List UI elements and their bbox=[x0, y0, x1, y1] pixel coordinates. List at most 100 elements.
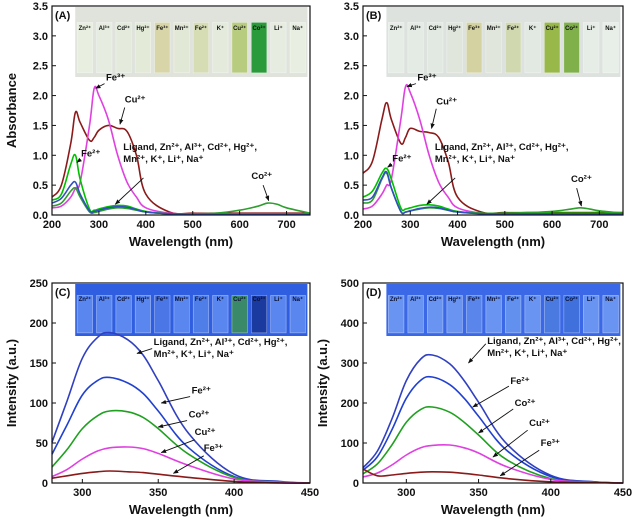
vial bbox=[505, 295, 522, 334]
label-arrow bbox=[406, 83, 417, 88]
label-arrow bbox=[430, 108, 437, 129]
label-arrow bbox=[160, 396, 191, 405]
x-tick-label: 200 bbox=[43, 219, 61, 231]
vial bbox=[289, 295, 306, 334]
y-tick-label: 0.5 bbox=[344, 180, 359, 192]
vial-label: Co²⁺ bbox=[252, 296, 265, 303]
vial bbox=[427, 22, 444, 74]
x-tick-label: 400 bbox=[542, 487, 560, 499]
panel-label: (B) bbox=[366, 10, 382, 22]
vial-label: Co²⁺ bbox=[565, 296, 578, 303]
x-axis-label: Wavelength (nm) bbox=[129, 502, 233, 517]
vial bbox=[407, 22, 424, 74]
vial-label: Fe³⁺ bbox=[468, 296, 480, 303]
vial bbox=[251, 295, 268, 334]
vial bbox=[563, 295, 580, 334]
y-tick-label: 500 bbox=[341, 278, 359, 290]
inset-photo bbox=[75, 284, 308, 336]
vial-label: Cu²⁺ bbox=[233, 296, 246, 303]
vial bbox=[154, 295, 171, 334]
label-box: Ligand, Zn²⁺, Al³⁺, Cd²⁺, Hg²⁺, Mn²⁺, K⁺… bbox=[154, 337, 288, 360]
curve-label: Fe²⁺ bbox=[510, 376, 529, 387]
y-tick-label: 2.5 bbox=[33, 61, 48, 73]
vial-label: Na⁺ bbox=[292, 296, 303, 303]
curve-label: Fe²⁺ bbox=[192, 385, 211, 396]
inset-photo bbox=[386, 7, 621, 77]
label-arrow bbox=[576, 188, 583, 207]
label-box: Ligand, Zn²⁺, Al³⁺, Cd²⁺, Hg²⁺, Mn²⁺, K⁺… bbox=[123, 142, 257, 165]
series-line bbox=[51, 331, 311, 484]
vial bbox=[544, 22, 561, 74]
y-tick-label: 50 bbox=[36, 438, 48, 450]
curve-label: Fe³⁺ bbox=[417, 73, 436, 84]
vial-label: Li⁺ bbox=[274, 25, 283, 32]
y-tick-label: 100 bbox=[30, 398, 48, 410]
label-arrow bbox=[119, 107, 126, 125]
x-tick-label: 600 bbox=[543, 219, 561, 231]
x-tick-label: 400 bbox=[225, 487, 243, 499]
vial bbox=[427, 295, 444, 334]
vial bbox=[466, 295, 483, 334]
series-line bbox=[51, 376, 311, 484]
vial bbox=[96, 22, 113, 74]
label-arrow bbox=[76, 157, 83, 163]
vial bbox=[505, 22, 522, 74]
vial bbox=[524, 22, 541, 74]
y-tick-label: 2.0 bbox=[33, 91, 48, 103]
curve-label: Fe²⁺ bbox=[81, 148, 100, 159]
vial-label: Fe²⁺ bbox=[507, 25, 519, 32]
vial-label: Fe³⁺ bbox=[468, 25, 480, 32]
x-tick-label: 400 bbox=[137, 219, 155, 231]
vial-label: Al³⁺ bbox=[410, 25, 421, 32]
vial bbox=[115, 295, 132, 334]
vial-label: K⁺ bbox=[217, 25, 225, 32]
vial-label: Fe²⁺ bbox=[195, 296, 207, 303]
y-tick-label: 0 bbox=[42, 478, 48, 490]
vial-label: Zn²⁺ bbox=[390, 25, 403, 32]
vial-label: Zn²⁺ bbox=[79, 25, 92, 32]
curve-label: Cu²⁺ bbox=[436, 97, 457, 108]
vial bbox=[173, 295, 190, 334]
y-tick-label: 1.5 bbox=[344, 120, 359, 132]
vial-label: K⁺ bbox=[217, 296, 225, 303]
y-tick-label: 0 bbox=[353, 478, 359, 490]
vial-label: Cd²⁺ bbox=[117, 25, 130, 32]
label-arrow bbox=[114, 177, 144, 205]
curve-label: Co²⁺ bbox=[571, 174, 592, 185]
curve-label: Co²⁺ bbox=[251, 171, 272, 182]
vial bbox=[212, 295, 229, 334]
vial-label: K⁺ bbox=[529, 25, 537, 32]
vial bbox=[602, 295, 619, 334]
x-axis-label: Wavelength (nm) bbox=[441, 502, 545, 517]
vial bbox=[192, 22, 210, 74]
vial-label: Cd²⁺ bbox=[429, 296, 442, 303]
panel-label: (A) bbox=[55, 10, 71, 22]
y-tick-label: 1.0 bbox=[33, 150, 48, 162]
x-tick-label: 450 bbox=[301, 487, 319, 499]
label-arrow bbox=[136, 348, 153, 354]
y-tick-label: 2.5 bbox=[344, 61, 359, 73]
label-arrow bbox=[387, 162, 393, 168]
vial-label: Li⁺ bbox=[587, 296, 596, 303]
vial bbox=[134, 22, 151, 74]
vial-label: Cu²⁺ bbox=[546, 296, 559, 303]
panel-label: (D) bbox=[366, 287, 382, 299]
vial bbox=[231, 295, 248, 334]
x-tick-label: 500 bbox=[496, 219, 514, 231]
x-tick-label: 600 bbox=[230, 219, 248, 231]
label-arrow bbox=[426, 177, 456, 205]
curve-label: Co²⁺ bbox=[189, 409, 210, 420]
vial-label: Fe³⁺ bbox=[156, 25, 168, 32]
vial-label: Cd²⁺ bbox=[117, 296, 130, 303]
vial-label: Co²⁺ bbox=[252, 25, 265, 32]
x-tick-label: 350 bbox=[469, 487, 487, 499]
vial bbox=[446, 22, 463, 74]
vial-label: Cd²⁺ bbox=[429, 25, 442, 32]
series-line bbox=[362, 353, 624, 484]
vial bbox=[115, 22, 132, 74]
plot-frame bbox=[51, 5, 311, 216]
vial bbox=[154, 22, 171, 74]
x-tick-label: 300 bbox=[401, 219, 419, 231]
x-tick-label: 350 bbox=[149, 487, 167, 499]
curve-label: Co²⁺ bbox=[515, 398, 536, 409]
